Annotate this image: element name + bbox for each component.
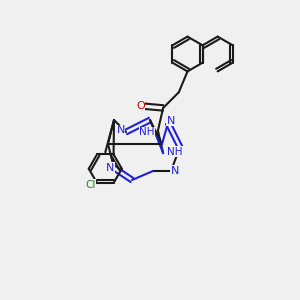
Text: NH: NH	[140, 127, 155, 137]
Text: NH: NH	[167, 147, 182, 157]
Text: N: N	[170, 166, 179, 176]
Text: N: N	[116, 125, 125, 136]
Text: N: N	[167, 116, 175, 126]
Text: O: O	[136, 101, 145, 111]
Text: Cl: Cl	[85, 179, 96, 190]
Text: N: N	[106, 163, 115, 173]
